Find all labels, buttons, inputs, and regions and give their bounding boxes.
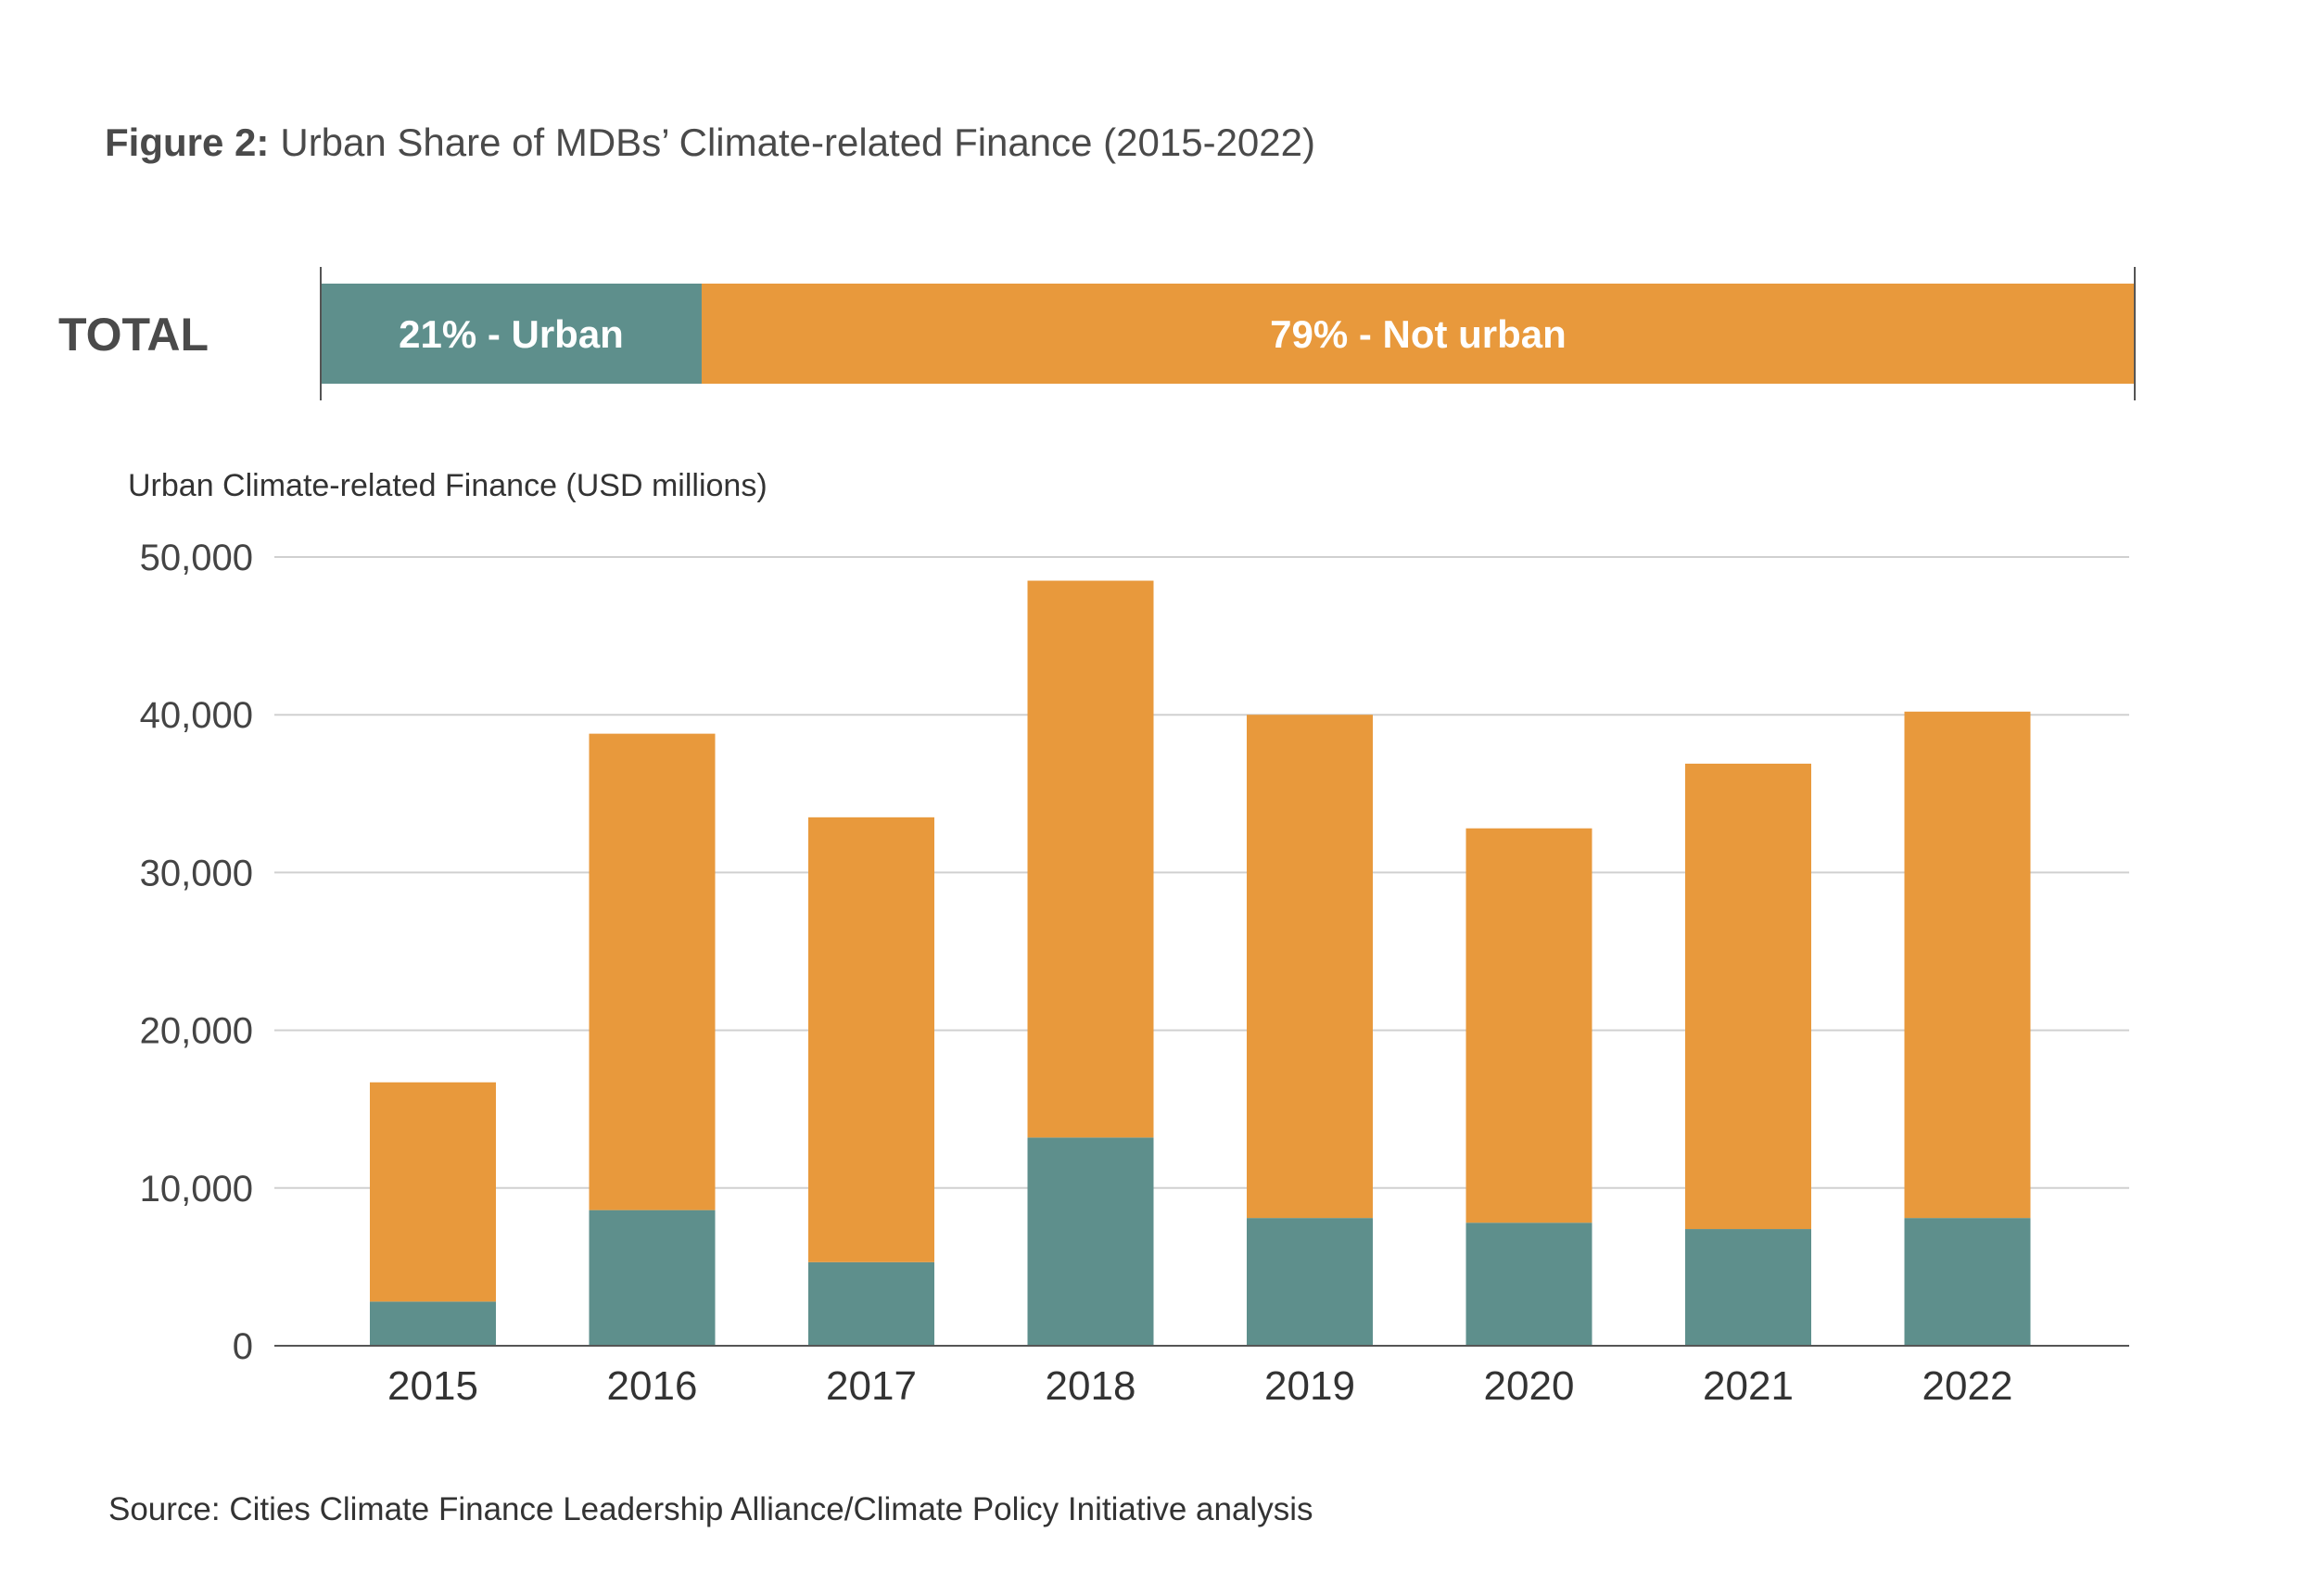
y-tick-label: 20,000	[140, 1011, 253, 1052]
y-tick-label: 50,000	[140, 538, 253, 578]
bar-not-urban-segment-2017	[808, 817, 934, 1262]
y-axis-label: Urban Climate-related Finance (USD milli…	[128, 468, 768, 503]
bar-urban-segment-2016	[589, 1210, 716, 1346]
total-urban-label: 21% - Urban	[399, 312, 624, 356]
figure-title: Urban Share of MDBs’ Climate-related Fin…	[280, 120, 1315, 164]
bar-not-urban-segment-2020	[1465, 828, 1592, 1223]
bar-not-urban-segment-2015	[370, 1082, 496, 1302]
y-tick-label: 40,000	[140, 695, 253, 736]
gridlines	[274, 556, 2129, 1189]
y-tick-labels: 0 10,000 20,000 30,000 40,000 50,000	[140, 538, 253, 1367]
bar-not-urban-segment-2021	[1685, 763, 1811, 1230]
total-row-label: TOTAL	[58, 309, 209, 361]
bar-urban-segment-2020	[1465, 1222, 1592, 1346]
bar-urban-segment-2022	[1904, 1218, 2031, 1346]
bar-urban-segment-2015	[370, 1301, 496, 1346]
bar-urban-segment-2017	[808, 1261, 934, 1346]
y-tick-label: 30,000	[140, 853, 253, 893]
x-tick-labels: 2015 2016 2017 2018 2019 2020 2021 2022	[387, 1363, 2012, 1409]
x-tick-label: 2019	[1264, 1363, 1355, 1409]
x-tick-label: 2022	[1922, 1363, 2013, 1409]
y-tick-label: 10,000	[140, 1169, 253, 1210]
figure-label: Figure 2:	[105, 120, 269, 164]
bar-urban-segment-2019	[1247, 1218, 1373, 1346]
bar-urban-segment-2021	[1685, 1229, 1811, 1346]
bar-not-urban-segment-2019	[1247, 715, 1373, 1219]
bars	[370, 580, 2031, 1346]
bar-not-urban-segment-2022	[1904, 711, 2031, 1219]
y-tick-label: 0	[233, 1326, 253, 1367]
x-tick-label: 2020	[1484, 1363, 1575, 1409]
total-urban-segment	[321, 284, 702, 384]
x-tick-label: 2017	[826, 1363, 917, 1409]
bar-urban-segment-2018	[1027, 1137, 1154, 1346]
bar-not-urban-segment-2018	[1027, 580, 1154, 1138]
x-tick-label: 2015	[387, 1363, 478, 1409]
figure-title-line: Figure 2: Urban Share of MDBs’ Climate-re…	[105, 120, 1315, 164]
x-tick-label: 2016	[607, 1363, 698, 1409]
total-not-urban-segment	[701, 284, 2135, 384]
x-tick-label: 2021	[1703, 1363, 1794, 1409]
bar-not-urban-segment-2016	[589, 733, 716, 1210]
total-share-bar: TOTAL 21% - Urban 79% - Not urban	[58, 267, 2136, 400]
source-note: Source: Cities Climate Finance Leadershi…	[108, 1491, 1313, 1527]
x-tick-label: 2018	[1046, 1363, 1136, 1409]
total-not-urban-label: 79% - Not urban	[1270, 312, 1567, 356]
